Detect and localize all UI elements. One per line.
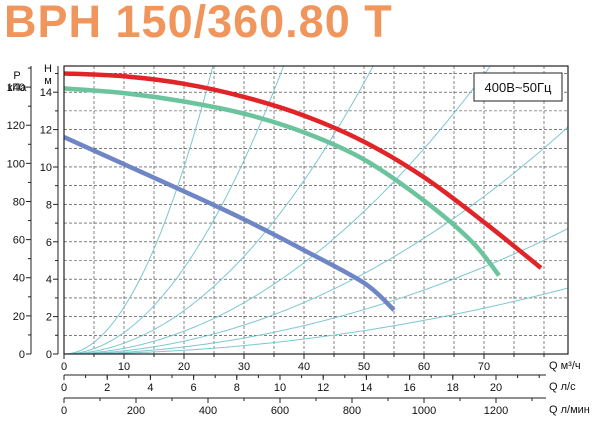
- p-tick-label: 20: [13, 311, 25, 323]
- x-tick-label: 20: [490, 382, 502, 394]
- voltage-label: 400В~50Гц: [485, 80, 552, 95]
- x-tick-label: 6: [191, 382, 197, 394]
- x-tick-label: 30: [238, 361, 250, 373]
- x-tick-label: 12: [317, 382, 329, 394]
- system-curve: [64, 287, 568, 354]
- system-curve: [64, 228, 568, 354]
- x-tick-label: 70: [478, 361, 490, 373]
- p-tick-label: 80: [13, 196, 25, 208]
- p-tick-label: 100: [7, 158, 25, 170]
- system-curve: [64, 66, 285, 354]
- h-tick-label: 8: [46, 199, 52, 211]
- grid: [64, 66, 568, 354]
- pump-curve: [63, 86, 501, 277]
- x-tick-label: 50: [358, 361, 370, 373]
- x-tick-label: 10: [118, 361, 130, 373]
- x-tick-label: 8: [234, 382, 240, 394]
- x-tick-label: 0: [61, 361, 67, 373]
- x-tick-label: 20: [178, 361, 190, 373]
- x-tick-label: 18: [447, 382, 459, 394]
- x-tick-label: 14: [360, 382, 372, 394]
- x-axis-unit-lmin: Q л/мин: [549, 404, 590, 416]
- p-tick-label: 0: [19, 349, 25, 361]
- x-tick-label: 200: [127, 405, 145, 417]
- h-tick-label: 12: [40, 125, 52, 137]
- x-tick-label: 4: [147, 382, 153, 394]
- x-axis-unit-ls: Q л/с: [549, 381, 576, 393]
- bottom-axes: Q м³/ч Q л/с Q л/мин 0 10 20 30 40 50 60 700 2 4 6…: [61, 354, 590, 417]
- x-tick-label: 800: [343, 405, 361, 417]
- h-tick-label: 2: [46, 312, 52, 324]
- x-tick-label: 40: [298, 361, 310, 373]
- x-tick-label: 10: [274, 382, 286, 394]
- pump-curve: [63, 135, 396, 312]
- p-tick-label: 40: [13, 273, 25, 285]
- pump-curves: [63, 71, 543, 312]
- system-curve: [64, 126, 568, 354]
- x-tick-label: 60: [418, 361, 430, 373]
- x-tick-label: 1200: [484, 405, 508, 417]
- h-tick-label: 10: [40, 162, 52, 174]
- x-axis-unit-m3h: Q м³/ч: [549, 360, 581, 372]
- left-axes: P кПа H м 0 20 40 60 80 100 120 140 0 2 4 6 8 10 12 14: [7, 63, 59, 361]
- voltage-box: 400В~50Гц: [473, 72, 563, 102]
- x-tick-label: 400: [199, 405, 217, 417]
- x-tick-label: 0: [61, 405, 67, 417]
- pump-curve: [63, 71, 543, 270]
- x-tick-label: 0: [61, 382, 67, 394]
- p-tick-label: 120: [7, 120, 25, 132]
- h-axis-label: H: [44, 63, 52, 75]
- h-tick-label: 0: [46, 349, 52, 361]
- h-tick-label: 6: [46, 237, 52, 249]
- h-tick-label: 14: [40, 87, 52, 99]
- system-curve: [64, 66, 214, 354]
- system-curve: [64, 66, 374, 354]
- x-tick-label: 2: [104, 382, 110, 394]
- x-tick-label: 600: [271, 405, 289, 417]
- p-tick-label: 140: [7, 82, 25, 94]
- system-curve: [64, 66, 491, 354]
- h-axis-unit: м: [44, 75, 52, 87]
- x-tick-label: 1000: [412, 405, 436, 417]
- chart-title: BPH 150/360.80 T: [4, 0, 393, 47]
- h-tick-label: 4: [46, 274, 52, 286]
- p-axis-label: P: [13, 70, 20, 82]
- plot-frame: [63, 65, 569, 355]
- p-tick-label: 60: [13, 235, 25, 247]
- x-tick-label: 16: [403, 382, 415, 394]
- p-axis-unit: кПа: [8, 82, 28, 94]
- system-curves: [64, 66, 568, 354]
